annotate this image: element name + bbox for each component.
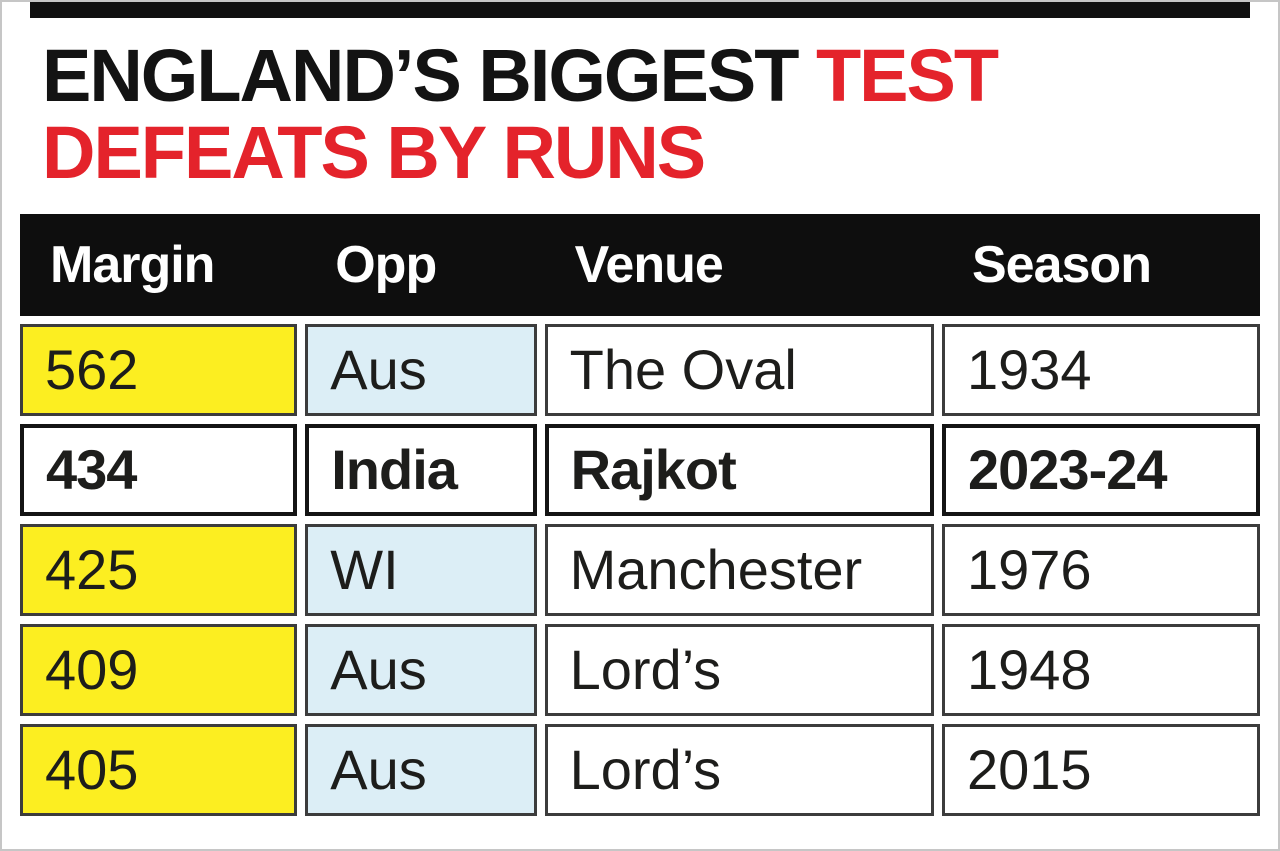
- cell-margin: 405: [20, 723, 298, 816]
- cell-venue: Manchester: [544, 523, 934, 616]
- column-header-venue: Venue: [574, 235, 724, 294]
- cell-season: 2015: [941, 723, 1260, 816]
- cell-season: 2023-24: [941, 423, 1260, 516]
- cell-venue: Lord’s: [544, 723, 934, 816]
- title-line1-black: ENGLAND’S BIGGEST: [42, 34, 816, 117]
- cell-venue: Rajkot: [544, 423, 934, 516]
- cell-margin: 434: [20, 423, 298, 516]
- cell-season: 1934: [941, 323, 1260, 416]
- page-title: ENGLAND’S BIGGEST TEST DEFEATS BY RUNS: [42, 37, 1260, 194]
- column-header-margin: Margin: [50, 235, 215, 294]
- top-crop-strip: [30, 2, 1250, 18]
- cell-opp: India: [305, 423, 537, 516]
- cell-venue: Lord’s: [544, 623, 934, 716]
- column-header-season: Season: [971, 235, 1152, 294]
- cell-opp: Aus: [305, 323, 537, 416]
- cell-season: 1976: [941, 523, 1260, 616]
- title-line2-red: DEFEATS BY RUNS: [42, 110, 706, 194]
- table-body: 562 Aus The Oval 1934 434 India Rajkot 2023-24 4…: [20, 323, 1260, 816]
- cell-opp: WI: [305, 523, 537, 616]
- cell-opp: Aus: [305, 623, 537, 716]
- cell-margin: 409: [20, 623, 298, 716]
- column-header-opp: Opp: [335, 235, 437, 294]
- table-header-row: Margin Opp Venue Season: [20, 213, 1260, 316]
- cell-margin: 425: [20, 523, 298, 616]
- cell-margin: 562: [20, 323, 298, 416]
- cell-venue: The Oval: [544, 323, 934, 416]
- cell-opp: Aus: [305, 723, 537, 816]
- title-line1-red: TEST: [815, 34, 999, 117]
- cell-season: 1948: [941, 623, 1260, 716]
